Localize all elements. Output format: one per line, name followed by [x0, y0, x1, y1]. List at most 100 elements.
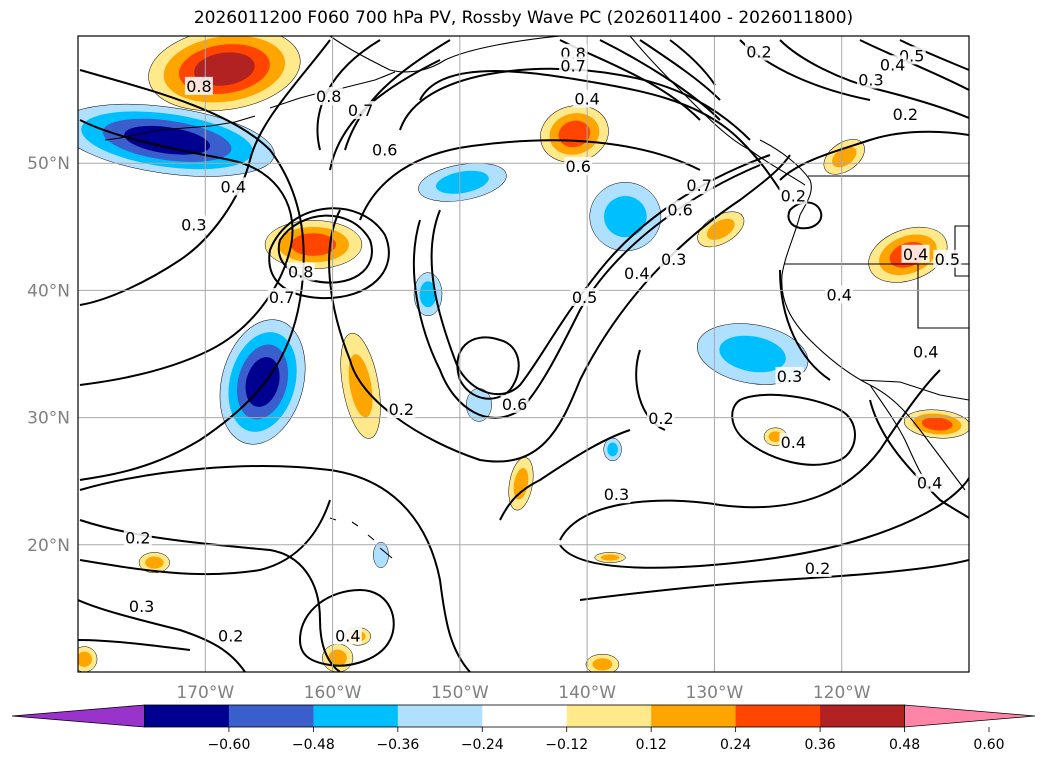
baja-peninsula [869, 384, 926, 481]
contour-label-bg [878, 55, 907, 74]
contour-label-bg [267, 288, 296, 307]
colorbar-segment [144, 705, 230, 727]
colorbar-tick-label: 0.36 [805, 737, 836, 753]
pv-anomaly-shade [607, 442, 618, 457]
pv-anomaly-shade [921, 417, 953, 431]
contour-line [78, 639, 191, 651]
contour-label-bg [666, 200, 695, 219]
contour-label: 0.4 [624, 264, 649, 283]
contour-label: 0.4 [221, 177, 246, 196]
contour-label-bg [911, 342, 940, 361]
contour-label: 0.8 [316, 87, 341, 106]
contour-label-bg [685, 176, 714, 195]
graticule [78, 36, 969, 672]
colorbar-tick-label: 0.60 [973, 737, 1004, 753]
contour-label: 0.3 [858, 71, 883, 90]
contour-label: 0.3 [661, 250, 686, 269]
contour-label: 0.3 [181, 216, 206, 235]
colorbar-extend-min [11, 704, 145, 728]
longitude-labels: 170°W 160°W 150°W 140°W 130°W 120°W [176, 683, 870, 703]
bc-coast [759, 139, 812, 216]
contour-label-bg [346, 101, 375, 120]
contour-label: 0.2 [218, 626, 243, 645]
contour-label: 0.4 [335, 626, 360, 645]
colorbar-segment [651, 705, 737, 727]
contour-label-bg [559, 56, 588, 75]
colorbar-segment [482, 705, 568, 727]
contour-label: 0.3 [604, 485, 629, 504]
longitude-label: 130°W [686, 683, 744, 703]
contour-line [78, 599, 246, 672]
contour-label: 0.5 [935, 250, 960, 269]
map-title: 2026011200 F060 700 hPa PV, Rossby Wave … [193, 8, 854, 28]
contour-label-bg [564, 157, 593, 176]
contour-label-bg [333, 626, 362, 645]
longitude-label: 160°W [304, 683, 362, 703]
contour-label: 0.6 [372, 140, 397, 159]
colorbar-tick-label: −0.36 [376, 737, 419, 753]
contour-line [298, 588, 395, 667]
pv-anomaly-shade [592, 658, 613, 671]
contour-label: 0.6 [502, 395, 527, 414]
contour-label-bg [127, 597, 156, 616]
contour-line [579, 559, 969, 601]
contour-label: 0.2 [648, 409, 673, 428]
contour-label-bg [891, 104, 920, 123]
colorbar-frame [144, 704, 905, 728]
contour-line [599, 39, 721, 121]
contour-label: 0.2 [389, 400, 414, 419]
contour-line [869, 399, 969, 519]
colorbar-tick-label: 0.12 [636, 737, 667, 753]
contour-line [344, 39, 451, 151]
us-west-coast [781, 214, 966, 491]
latitude-label: 40°N [27, 281, 70, 301]
contour-label-bg [216, 626, 245, 645]
contour-label: 0.8 [288, 263, 313, 282]
latitude-labels: 50°N 40°N 30°N 20°N [27, 154, 70, 556]
colorbar-tick-label: −0.24 [461, 737, 504, 753]
contour-label-bg [184, 76, 213, 95]
colorbar-tick-label: −0.12 [545, 737, 588, 753]
contour-label: 0.8 [186, 77, 211, 96]
contour-line [79, 39, 331, 306]
contour-line [456, 336, 520, 400]
contour-label: 0.4 [574, 90, 599, 109]
contour-line [79, 119, 294, 386]
longitude-label: 120°W [813, 683, 871, 703]
contour-label: 0.2 [125, 528, 150, 547]
contour-label-bg [219, 177, 248, 196]
contour-label-bg [622, 263, 651, 282]
pv-anomaly-shade [436, 170, 489, 194]
contour-label-bg [775, 366, 804, 385]
contour-line [430, 154, 771, 396]
contour-line [779, 130, 969, 181]
contour-label: 0.7 [686, 176, 711, 195]
longitude-label: 150°W [431, 683, 489, 703]
contour-line [731, 393, 856, 466]
pv-anomaly-shade [719, 335, 786, 373]
contour-label-bg [803, 558, 832, 577]
colorbar-extend-max [904, 704, 1036, 728]
state-border-2 [917, 264, 969, 329]
latitude-label: 50°N [27, 154, 70, 174]
pv-anomaly-shade [832, 146, 857, 168]
contour-label: 0.5 [572, 288, 597, 307]
contour-line [79, 499, 331, 576]
colorbar-segment [820, 705, 906, 727]
contour-label: 0.4 [826, 285, 851, 304]
pv-anomaly-shade [768, 431, 783, 442]
contour-line [779, 39, 969, 119]
alaska-panhandle [629, 36, 806, 186]
pv-anomaly-shade [373, 542, 389, 568]
longitude-label: 140°W [558, 683, 616, 703]
contour-label: 0.2 [893, 105, 918, 124]
pv-anomaly-shade [145, 556, 164, 569]
contour-label: 0.7 [348, 101, 373, 120]
colorbar-segment [735, 705, 821, 727]
pv-anomaly-shade [603, 196, 647, 238]
contour-label-bg [659, 249, 688, 268]
contour-line [399, 67, 751, 141]
pv-anomaly-shade [600, 554, 620, 561]
contour-line [79, 69, 305, 481]
pv-anomaly-shade [706, 218, 735, 240]
